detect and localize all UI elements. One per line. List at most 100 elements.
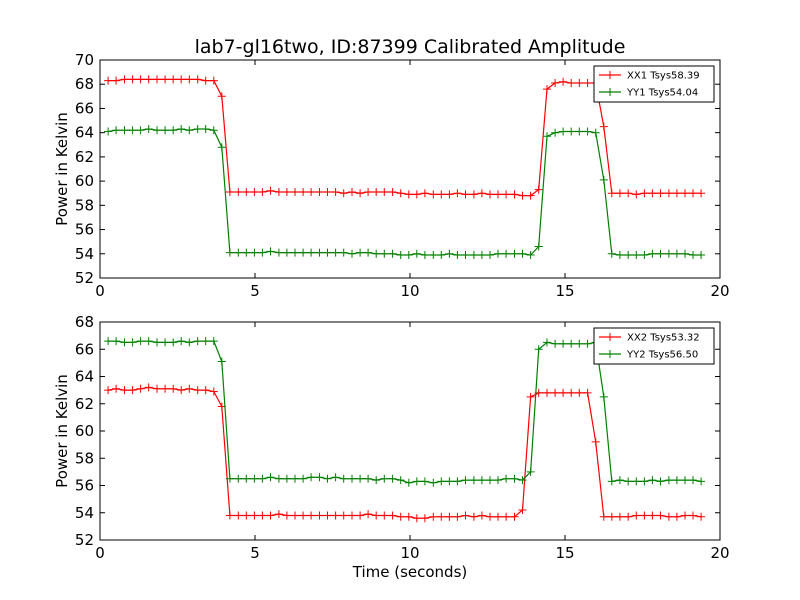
- bottom-series-1-point: [356, 511, 365, 520]
- bottom-series-2-point: [185, 338, 194, 347]
- bottom-series-1-point: [607, 512, 616, 521]
- top-series-2-point: [315, 248, 324, 257]
- top-x-tick-label: 20: [710, 282, 729, 300]
- bottom-series-1-point: [420, 514, 429, 523]
- bottom-legend-box: [593, 327, 715, 365]
- top-series-2-point: [681, 249, 689, 258]
- top-series-1-point: [469, 190, 478, 199]
- bottom-axes: 0 5 10 15 20 52 54 56 58 60 62 64 66 68 Power in Kelvi…: [53, 313, 730, 581]
- bottom-series-1-point: [599, 512, 608, 521]
- top-series-2-point: [169, 126, 178, 135]
- bottom-series-1-point: [315, 511, 324, 520]
- bottom-series-1-point: [559, 388, 568, 397]
- bottom-series-2-point: [567, 339, 576, 348]
- bottom-series-2-point: [274, 474, 283, 483]
- top-series-2-point: [624, 251, 633, 259]
- top-series-1-point: [599, 122, 608, 131]
- bottom-series-2-point: [697, 477, 706, 486]
- bottom-y-tick-label: 56: [75, 477, 94, 495]
- bottom-y-axis-label: Power in Kelvin: [53, 374, 71, 488]
- bottom-series-1-point: [526, 392, 535, 401]
- bottom-series-2-point: [559, 339, 568, 348]
- bottom-y-tick-label: 60: [75, 422, 94, 440]
- bottom-series-2-point: [640, 477, 649, 486]
- bottom-series-2-point: [136, 337, 145, 346]
- bottom-series-2-point: [648, 476, 657, 485]
- top-series-2-point: [396, 251, 405, 259]
- top-series-1-point: [664, 189, 673, 198]
- bottom-series-2-point: [632, 477, 641, 486]
- bottom-series-1-point: [689, 511, 697, 520]
- top-series-1-point: [266, 186, 275, 195]
- bottom-series-2-point: [583, 339, 592, 348]
- bottom-series-2-point: [104, 337, 113, 346]
- top-series-2-point: [494, 249, 502, 258]
- top-y-tick-label: 66: [75, 99, 94, 117]
- bottom-x-tick-label: 15: [555, 544, 574, 562]
- top-series-1-point: [689, 189, 697, 198]
- top-x-tick-label: 10: [400, 282, 419, 300]
- bottom-series-1-point: [185, 384, 194, 393]
- top-series-1-point: [551, 79, 560, 87]
- top-series-1-point: [681, 189, 689, 198]
- top-series-2-point: [510, 249, 519, 258]
- top-y-tick-label: 60: [75, 172, 94, 190]
- top-legend-label-1: XX1 Tsys58.39: [627, 71, 700, 82]
- top-series-1-point: [575, 79, 584, 87]
- top-series-1-point: [356, 189, 365, 198]
- top-series-1-point: [648, 189, 657, 198]
- bottom-series-1-point: [193, 386, 202, 395]
- bottom-series-2-point: [209, 337, 218, 346]
- bottom-series-2-point: [250, 474, 259, 483]
- top-series-2-point: [209, 126, 218, 135]
- bottom-series-2-point: [551, 339, 560, 348]
- top-series-2-point: [551, 128, 560, 137]
- bottom-series-2-point: [153, 338, 161, 347]
- bottom-series-2-point: [339, 474, 348, 483]
- top-series-2-point: [543, 132, 551, 141]
- top-series-1-point: [225, 188, 234, 196]
- top-series-2-point: [291, 248, 299, 257]
- top-series-2-point: [161, 126, 170, 135]
- bottom-series-2-point: [217, 357, 226, 366]
- top-series-1-point: [161, 75, 170, 84]
- top-series-2-point: [356, 248, 365, 257]
- top-series-1-point: [656, 189, 665, 198]
- top-series-1-point: [185, 75, 194, 84]
- bottom-series-2-point: [672, 476, 681, 485]
- top-series-1-point: [331, 188, 340, 196]
- top-series-1-point: [412, 190, 421, 199]
- bottom-series-1-point: [323, 511, 332, 520]
- top-series-2-point: [104, 127, 113, 136]
- bottom-series-1-point: [437, 512, 446, 521]
- bottom-legend-marker-1: [606, 333, 614, 341]
- top-series-2-point: [486, 251, 494, 259]
- bottom-series-2-point: [242, 474, 251, 483]
- bottom-x-tick-label: 20: [710, 544, 729, 562]
- bottom-series-2-point: [388, 474, 397, 483]
- top-series-1-point: [437, 190, 446, 199]
- top-series-1-point: [615, 189, 624, 198]
- bottom-series-1-point: [477, 511, 486, 520]
- top-series-2-point: [153, 126, 161, 135]
- top-series-1-point: [420, 189, 429, 198]
- chart-title: lab7-gl16two, ID:87399 Calibrated Amplit…: [195, 36, 626, 58]
- bottom-series-2-point: [494, 476, 502, 485]
- top-series-1-point: [380, 188, 389, 196]
- bottom-series-2-point: [315, 473, 324, 482]
- bottom-series-1-point: [575, 388, 584, 397]
- top-y-tick-label: 52: [75, 269, 94, 287]
- top-series-2-point: [664, 249, 673, 258]
- top-series-1-point: [282, 188, 291, 196]
- bottom-y-tick-label: 66: [75, 340, 94, 358]
- top-y-tick-label: 68: [75, 75, 94, 93]
- top-series-2-point: [591, 128, 600, 137]
- top-series-1-point: [323, 188, 332, 196]
- bottom-series-1-point: [274, 510, 283, 519]
- bottom-series-2-point: [453, 477, 462, 486]
- top-series-1-point: [177, 75, 186, 84]
- bottom-series-1-point: [583, 388, 592, 397]
- bottom-series-2-point: [615, 476, 624, 485]
- top-series-2-point: [420, 251, 429, 259]
- bottom-series-1-point: [282, 511, 291, 520]
